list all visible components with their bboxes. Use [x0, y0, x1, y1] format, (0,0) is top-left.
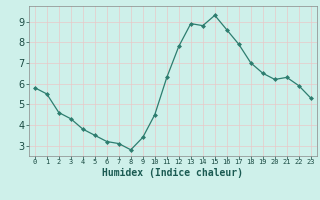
- X-axis label: Humidex (Indice chaleur): Humidex (Indice chaleur): [102, 168, 243, 178]
